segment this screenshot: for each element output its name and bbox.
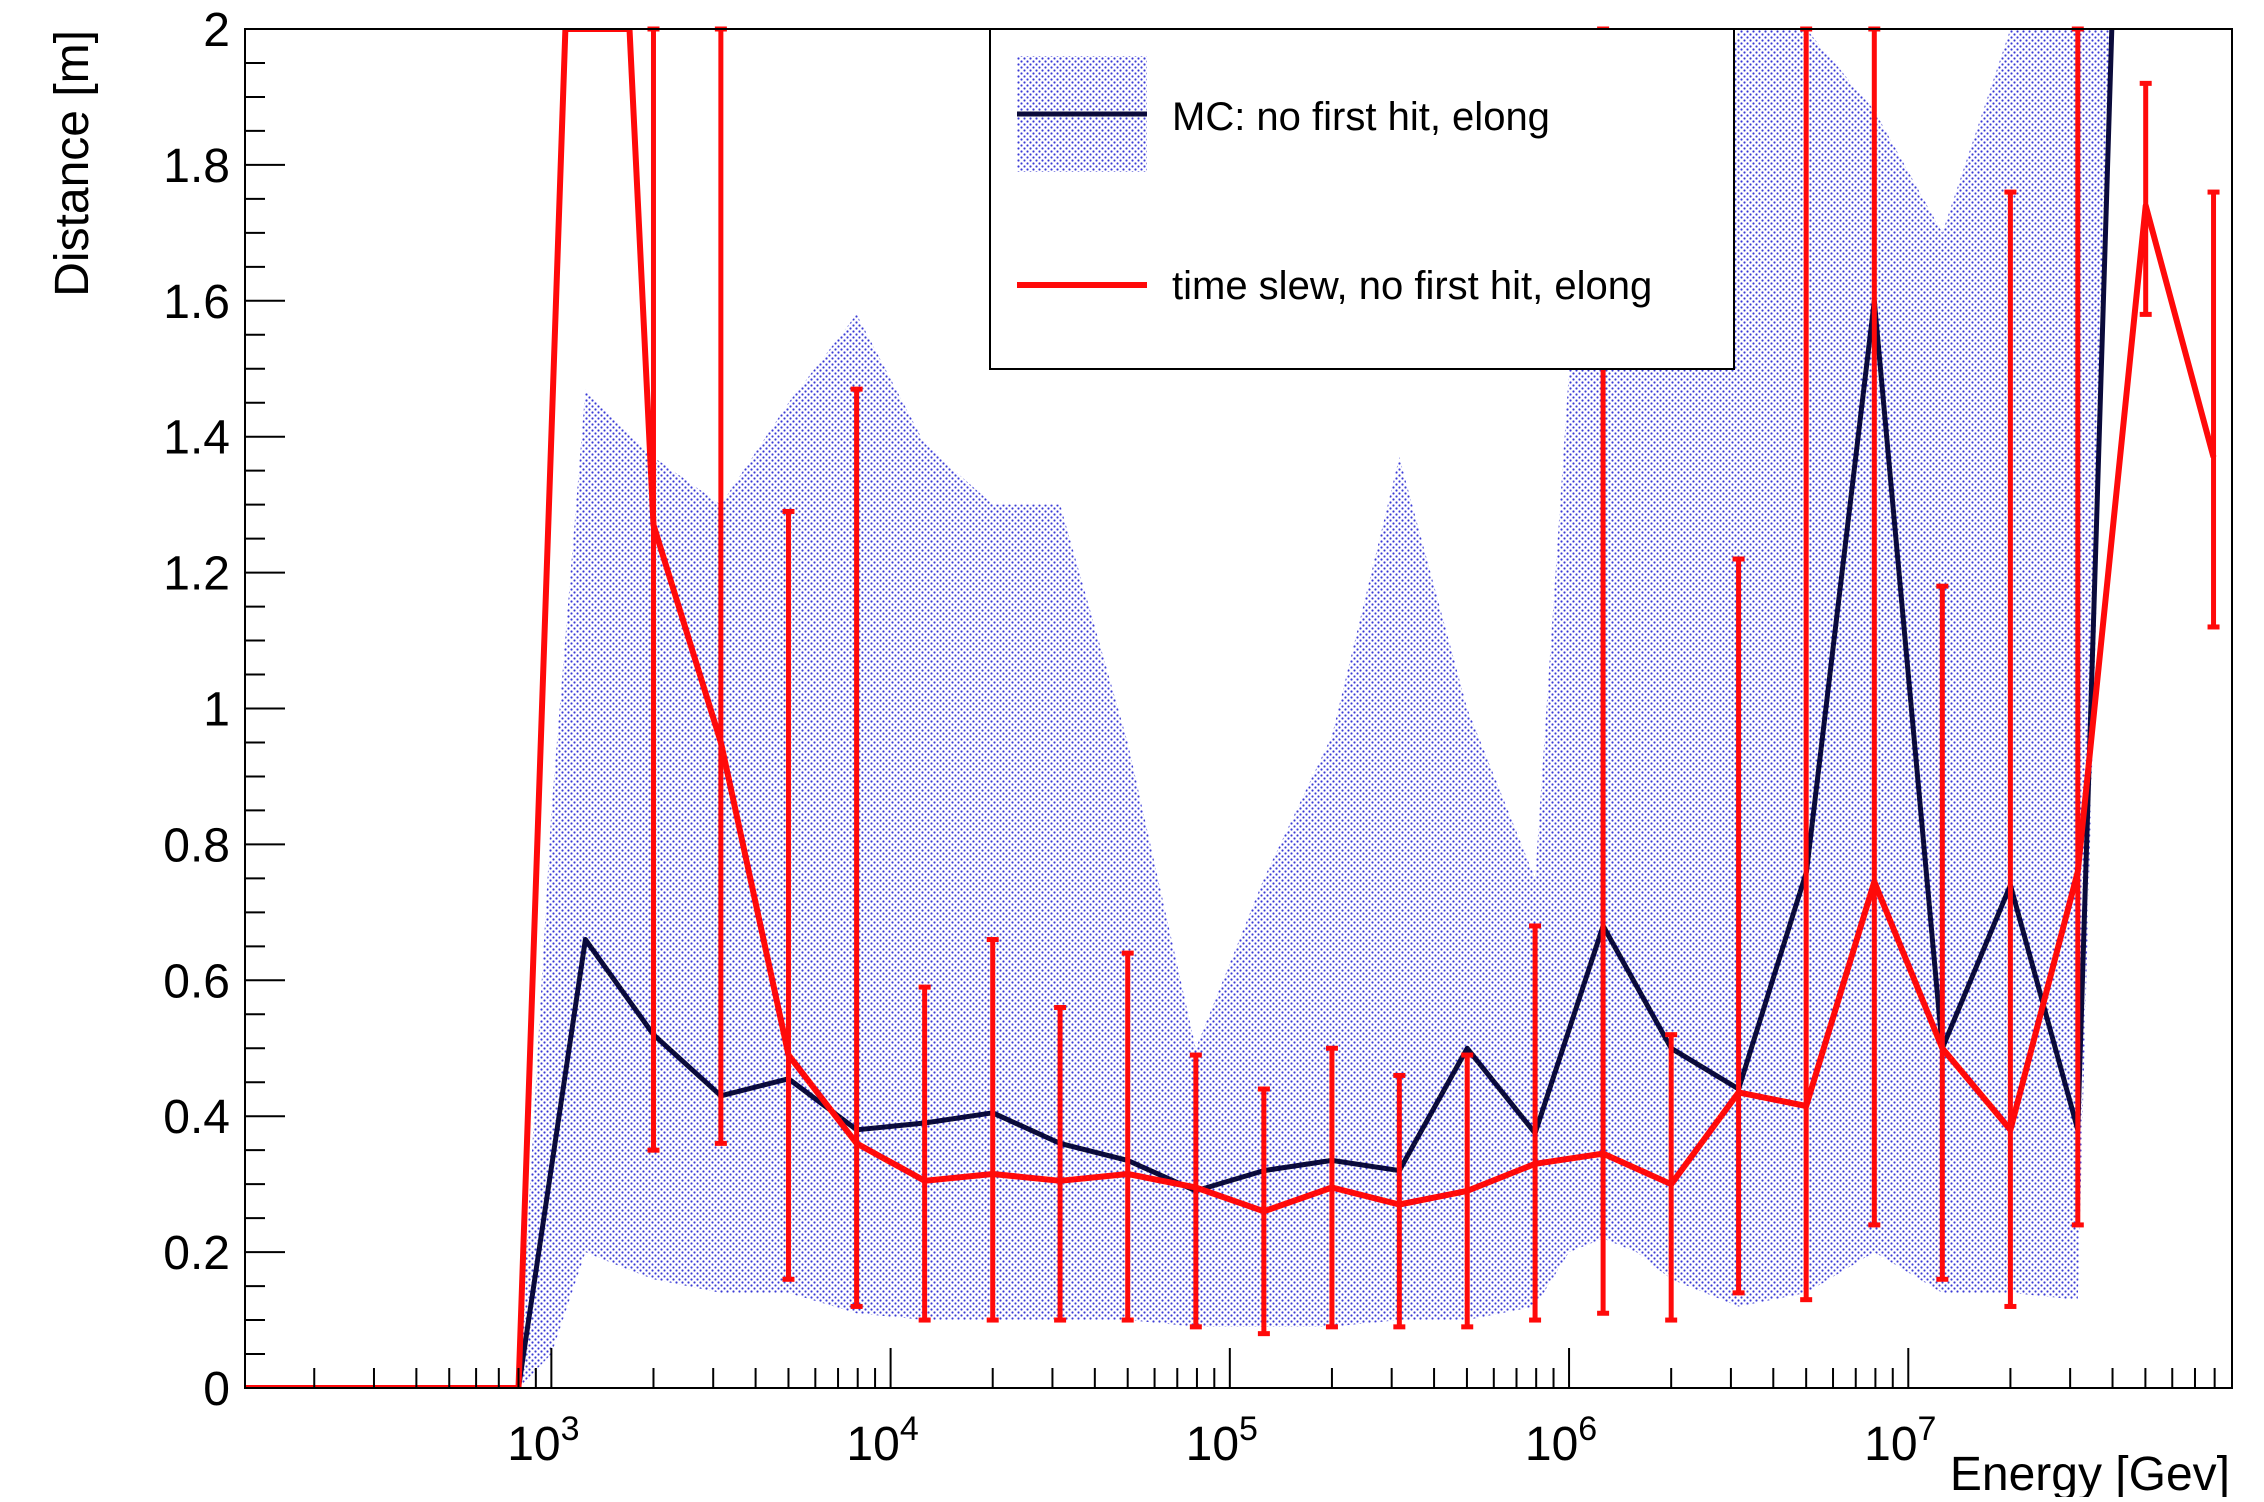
- legend-label-mc: MC: no first hit, elong: [1172, 95, 1550, 139]
- error-bar: [1936, 583, 1949, 1282]
- error-bar: [1393, 1072, 1406, 1330]
- x-tick-label: 106: [1525, 1410, 1597, 1471]
- series-1-point: [584, 939, 586, 940]
- series-line-2: [245, 29, 2217, 1388]
- legend-label-timeslew: time slew, no first hit, elong: [1172, 264, 1652, 308]
- error-bar: [782, 508, 795, 1282]
- error-bar: [1257, 1086, 1270, 1337]
- y-tick-label: 1.6: [163, 276, 230, 329]
- x-tick-label: 105: [1186, 1410, 1258, 1471]
- y-tick-label: 2: [203, 4, 230, 57]
- y-axis-label: Distance [m]: [46, 30, 99, 297]
- error-bars-layer: [647, 26, 2220, 1337]
- error-bar: [2004, 189, 2017, 1309]
- mc-uncertainty-band: [518, 29, 2222, 1388]
- series-1-point: [1466, 1047, 1468, 1049]
- y-tick-label: 1.2: [163, 548, 230, 601]
- y-tick-label: 1: [203, 684, 230, 737]
- error-bar: [1732, 556, 1745, 1296]
- error-bar: [986, 937, 999, 1323]
- uncertainty-band-layer: [518, 29, 2222, 1388]
- y-tick-label: 0.6: [163, 955, 230, 1008]
- error-bar: [1529, 923, 1542, 1323]
- error-bar: [918, 984, 931, 1323]
- error-bar: [2207, 189, 2220, 630]
- y-tick-label: 1.4: [163, 412, 230, 465]
- y-tick-label: 0.4: [163, 1091, 230, 1144]
- error-bar: [1189, 1052, 1202, 1330]
- y-tick-label: 0: [203, 1363, 230, 1416]
- x-axis-label: Energy [Gev]: [1950, 1448, 2230, 1497]
- error-bar: [850, 386, 863, 1309]
- y-tick-label: 1.8: [163, 140, 230, 193]
- axes-layer: 0 0.2 0.4 0.6 0.8 1 1.2 1.4 1.6 1.8 2 103 104 105 106 1…: [163, 4, 2233, 1471]
- series-line-1: [245, 29, 2115, 1388]
- legend: MC: no first hit, elong time slew, no fir…: [989, 28, 1735, 370]
- error-bar: [1054, 1004, 1067, 1323]
- error-bar: [2139, 80, 2152, 317]
- x-tick-label: 103: [507, 1410, 579, 1471]
- y-tick-label: 0.8: [163, 819, 230, 872]
- error-bar: [1121, 950, 1134, 1323]
- x-tick-label: 107: [1864, 1410, 1936, 1471]
- x-tick-label: 104: [846, 1410, 918, 1471]
- error-bar: [1665, 1032, 1678, 1323]
- y-tick-label: 0.2: [163, 1227, 230, 1280]
- error-bar: [1325, 1045, 1338, 1330]
- error-bar: [1461, 1052, 1474, 1330]
